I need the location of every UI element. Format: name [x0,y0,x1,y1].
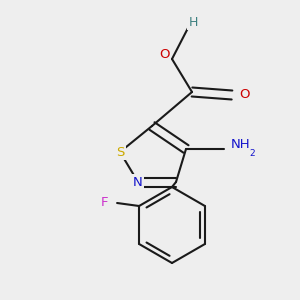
Text: H: H [188,16,198,28]
Text: F: F [100,196,108,209]
Text: 2: 2 [249,149,255,158]
Text: NH: NH [231,139,251,152]
Text: S: S [116,146,124,158]
Text: O: O [240,88,250,100]
Text: N: N [133,176,143,188]
Text: O: O [159,49,169,62]
